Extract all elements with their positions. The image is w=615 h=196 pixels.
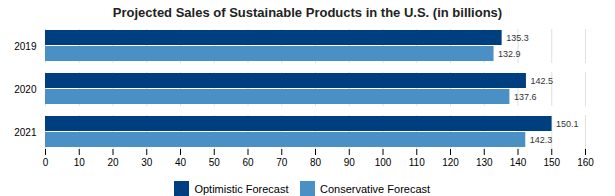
svg-text:160: 160 bbox=[577, 157, 594, 168]
svg-text:142.5: 142.5 bbox=[530, 76, 553, 86]
svg-text:2019: 2019 bbox=[14, 41, 37, 52]
svg-text:2021: 2021 bbox=[14, 127, 37, 138]
svg-text:137.6: 137.6 bbox=[514, 92, 537, 102]
svg-text:40: 40 bbox=[175, 157, 187, 168]
svg-text:50: 50 bbox=[209, 157, 221, 168]
svg-text:142.3: 142.3 bbox=[530, 135, 553, 145]
svg-text:140: 140 bbox=[510, 157, 527, 168]
html-text:Conservative Forecast: Conservative Forecast bbox=[320, 182, 431, 195]
svg-text:70: 70 bbox=[276, 157, 288, 168]
svg-text:80: 80 bbox=[310, 157, 322, 168]
svg-text:60: 60 bbox=[242, 157, 254, 168]
svg-text:2020: 2020 bbox=[14, 84, 37, 95]
svg-text:120: 120 bbox=[442, 157, 459, 168]
html-text:Optimistic Forecast: Optimistic Forecast bbox=[194, 182, 289, 195]
svg-text:30: 30 bbox=[141, 157, 153, 168]
svg-text:110: 110 bbox=[409, 157, 425, 168]
svg-text:132.9: 132.9 bbox=[498, 49, 521, 59]
svg-text:130: 130 bbox=[476, 157, 493, 168]
svg-text:0: 0 bbox=[43, 157, 49, 168]
svg-text:20: 20 bbox=[107, 157, 119, 168]
svg-text:10: 10 bbox=[74, 157, 86, 168]
html-text:Projected Sales of Sustainable: Projected Sales of Sustainable Products … bbox=[112, 5, 503, 20]
svg-text:135.3: 135.3 bbox=[506, 33, 529, 43]
svg-text:150: 150 bbox=[543, 157, 560, 168]
svg-text:150.1: 150.1 bbox=[556, 119, 579, 129]
svg-text:90: 90 bbox=[344, 157, 356, 168]
svg-text:100: 100 bbox=[375, 157, 392, 168]
